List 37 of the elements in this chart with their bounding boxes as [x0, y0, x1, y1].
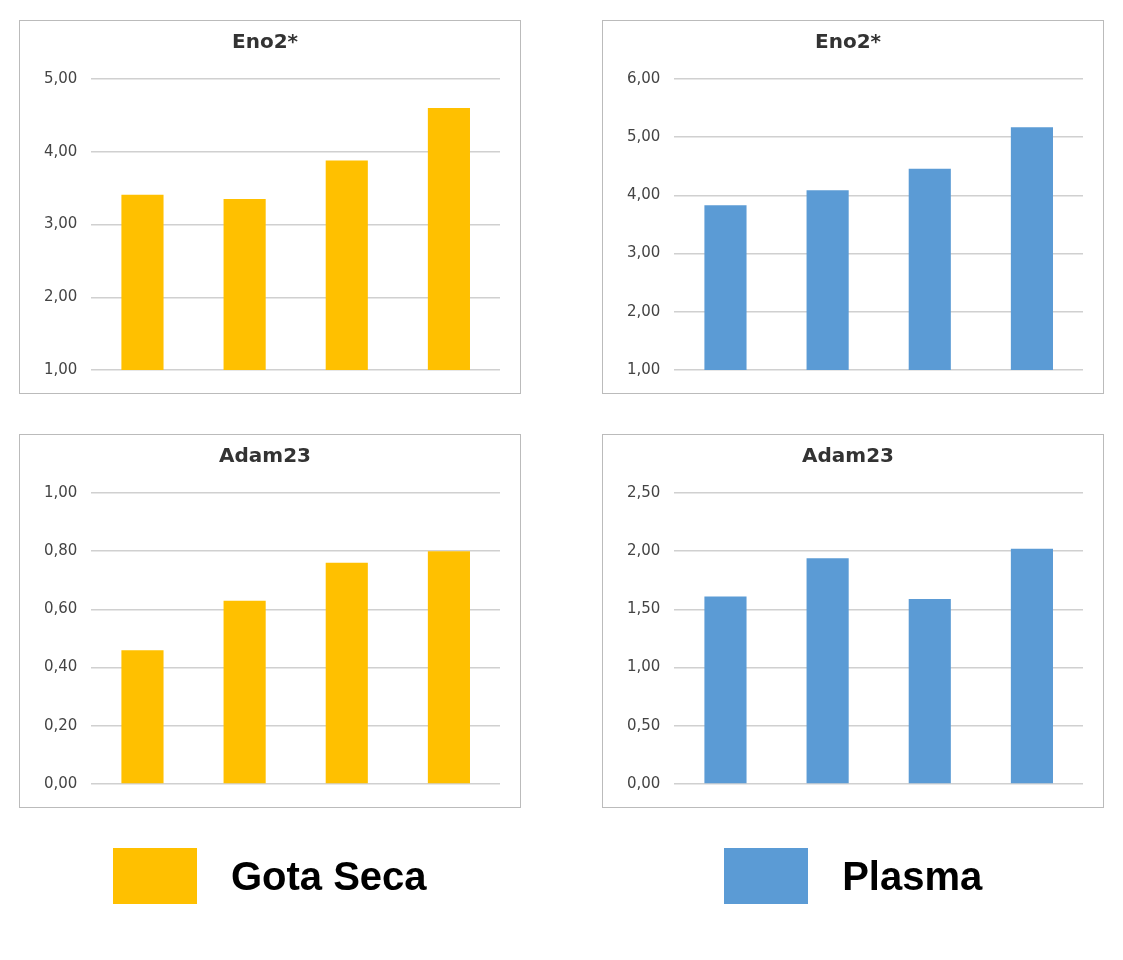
y-tick-label: 1,00	[43, 482, 78, 501]
y-tick-label: 2,00	[627, 301, 661, 320]
y-tick-label: 0,00	[627, 773, 661, 792]
bar	[806, 558, 849, 784]
bar	[427, 551, 470, 784]
y-tick-label: 6,00	[627, 68, 661, 87]
chart-title: Adam23	[802, 443, 895, 468]
bar	[908, 598, 952, 784]
y-tick-label: 4,00	[43, 141, 78, 160]
y-tick-label: 3,00	[43, 214, 78, 233]
y-tick-label: 1,00	[43, 359, 78, 378]
bar	[325, 562, 368, 784]
y-tick-label: 2,50	[627, 482, 661, 501]
y-tick-label: 2,00	[43, 287, 78, 306]
y-tick-label: 3,00	[627, 243, 661, 262]
bar	[1011, 548, 1054, 784]
chart-title: Adam23	[218, 443, 311, 468]
y-tick-label: 0,60	[43, 599, 78, 618]
y-tick-label: 4,00	[627, 185, 661, 204]
y-tick-label: 5,00	[43, 68, 78, 87]
legend-label: Plasma	[842, 853, 983, 899]
y-tick-label: 0,20	[43, 715, 78, 734]
legend-label: Gota Seca	[230, 853, 427, 899]
chart-title: Eno2*	[815, 29, 882, 54]
y-tick-label: 1,00	[627, 657, 661, 676]
bar	[223, 600, 266, 784]
y-tick-label: 1,50	[627, 599, 661, 618]
bar	[121, 650, 164, 784]
bar	[704, 596, 747, 784]
y-tick-label: 0,00	[43, 773, 78, 792]
y-tick-label: 2,00	[627, 541, 661, 560]
y-tick-label: 5,00	[627, 127, 661, 146]
y-tick-label: 0,80	[43, 541, 78, 560]
y-tick-label: 0,50	[627, 715, 661, 734]
y-tick-label: 0,40	[43, 657, 78, 676]
y-tick-label: 1,00	[627, 359, 661, 378]
chart-title: Eno2*	[231, 29, 299, 54]
